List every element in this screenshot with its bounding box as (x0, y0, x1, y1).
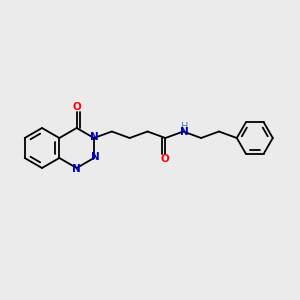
Text: O: O (73, 102, 82, 112)
Text: N: N (90, 132, 99, 142)
Text: N: N (91, 152, 99, 162)
Text: H: H (181, 122, 188, 131)
Text: O: O (160, 154, 169, 164)
Text: N: N (72, 164, 81, 174)
Text: N: N (180, 127, 189, 136)
